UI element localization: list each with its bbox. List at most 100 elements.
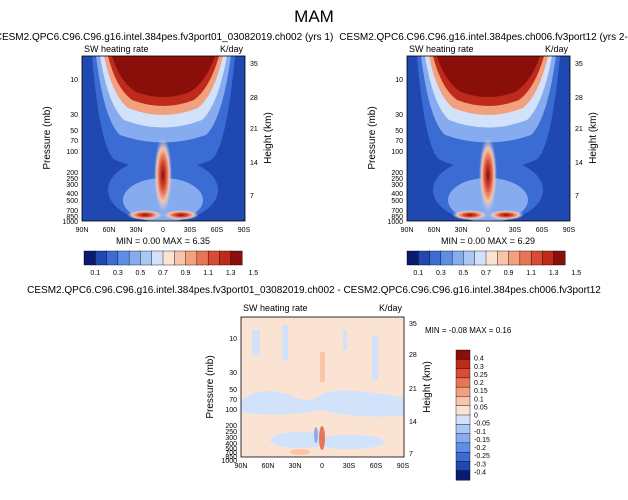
- panel-b-ytick: 50: [395, 128, 403, 135]
- panel-b: CESM2.QPC6.C96.C96.g16.intel.384pes.ch00…: [339, 32, 628, 246]
- panel-a-xtick: 90N: [76, 227, 89, 234]
- panel-b-colorbar-label: 1.1: [526, 270, 536, 277]
- panel-a-ytick: 50: [70, 128, 78, 135]
- panel-b-colorbar-swatch: [542, 250, 555, 266]
- panel-b-colorbar: 0.1 0.3 0.5 0.7 0.9 1.1 1.3 1.5: [406, 250, 581, 277]
- panel-c-colorbar-swatch: [455, 424, 471, 435]
- panel-b-colorbar-swatch: [485, 250, 498, 266]
- panel-c-htick: 35: [409, 321, 417, 328]
- panel-c-y-ticks: 10 30 50 70 100 200 250 300 400 500 700 …: [221, 336, 237, 465]
- panel-a-colorbar-swatch: [117, 250, 130, 266]
- panel-b-ytick: 100: [391, 149, 403, 156]
- panel-b-htick: 35: [575, 61, 583, 68]
- panel-a-htick: 21: [250, 126, 258, 133]
- panel-c-colorbar-label: 0.05: [474, 404, 488, 411]
- panel-c-colorbar-label: -0.1: [474, 429, 486, 436]
- panel-b-colorbar-swatch: [418, 250, 431, 266]
- panel-c-ylabel-right: Height (km): [422, 361, 433, 413]
- panel-b-ytick: 400: [391, 191, 403, 198]
- panel-b-xtick: 30N: [455, 227, 468, 234]
- panel-b-colorbar-label: 1.3: [549, 270, 559, 277]
- panel-c-colorbar-swatch: [455, 368, 471, 379]
- panel-c-colorbar-label: 0.3: [474, 364, 484, 371]
- panel-c-colorbar-label: 0.25: [474, 372, 488, 379]
- panel-a-htick: 14: [250, 160, 258, 167]
- panel-a-height-ticks: 35 28 21 14 7: [250, 61, 258, 200]
- panel-c-xtick: 90N: [235, 463, 248, 470]
- panel-b-colorbar-swatch: [429, 250, 442, 266]
- panel-c-colorbar-label: -0.3: [474, 461, 486, 468]
- panel-b-ytick: 30: [395, 112, 403, 119]
- panel-c-htick: 7: [409, 451, 413, 458]
- panel-c-ytick: 400: [225, 441, 237, 448]
- panel-a-colorbar-swatch: [128, 250, 141, 266]
- panel-b-height-ticks: 35 28 21 14 7: [575, 61, 583, 200]
- panel-c-height-ticks: 35 28 21 14 7: [409, 321, 417, 458]
- panel-c-ytick: 850: [225, 454, 237, 461]
- panel-c-left-label: SW heating rate: [243, 303, 308, 313]
- panel-a-colorbar-label: 1.3: [226, 270, 236, 277]
- panel-a-ytick: 10: [70, 77, 78, 84]
- panel-c-colorbar-swatch: [455, 349, 471, 360]
- panel-c-colorbar-label: 0.2: [474, 380, 484, 387]
- panel-c-ytick: 10: [229, 336, 237, 343]
- panel-a-ytick: 1000: [62, 219, 78, 226]
- panel-c-colorbar-label: -0.4: [474, 469, 486, 476]
- panel-b-colorbar-swatch: [440, 250, 453, 266]
- panel-b-colorbar-swatch: [463, 250, 476, 266]
- panel-c-colorbar-label: -0.2: [474, 445, 486, 452]
- panel-c-ytick: 50: [229, 387, 237, 394]
- panel-a-colorbar-swatch: [95, 250, 108, 266]
- panel-c-colorbar-swatch: [455, 414, 471, 425]
- panel-b-colorbar-label: 0.3: [436, 270, 446, 277]
- panel-b-x-ticks: 90N 60N 30N 0 30S 60S 90S: [401, 227, 576, 234]
- panel-c-colorbar-label: 0.1: [474, 396, 484, 403]
- panel-a-htick: 35: [250, 61, 258, 68]
- panel-c-stats: MIN = -0.08 MAX = 0.16: [425, 326, 512, 335]
- panel-c-colorbar: 0.40.30.250.20.150.10.050-0.05-0.1-0.15-…: [455, 349, 490, 481]
- panel-b-htick: 28: [575, 95, 583, 102]
- panel-a-colorbar-label: 0.3: [113, 270, 123, 277]
- panel-a-htick: 7: [250, 193, 254, 200]
- panel-b-y-ticks: 10 30 50 70 100 200 250 300 400 500 700 …: [387, 77, 403, 226]
- panel-c-xtick: 0: [320, 463, 324, 470]
- panel-b-ylabel-right: Height (km): [588, 112, 599, 164]
- panel-a-colorbar-swatch: [185, 250, 198, 266]
- panel-c-field: [241, 317, 404, 457]
- panel-a-title: CESM2.QPC6.C96.C96.g16.intel.384pes.fv3p…: [0, 32, 333, 43]
- panel-c-ytick: 250: [225, 429, 237, 436]
- panel-c-xtick: 60S: [370, 463, 383, 470]
- panel-b-colorbar-swatch: [406, 250, 419, 266]
- panel-a-ytick: 30: [70, 112, 78, 119]
- panel-a-ytick: 850: [66, 214, 78, 221]
- panel-a-ylabel: Pressure (mb): [42, 106, 53, 169]
- panel-b-stats: MIN = 0.00 MAX = 6.29: [441, 236, 535, 246]
- panel-c-colorbar-label: 0: [474, 413, 478, 420]
- panel-a-colorbar-swatch: [196, 250, 209, 266]
- panel-a-colorbar-swatch: [230, 250, 243, 266]
- panel-b-title: CESM2.QPC6.C96.C96.g16.intel.384pes.ch00…: [339, 32, 628, 43]
- panel-c-xtick: 30N: [289, 463, 302, 470]
- panel-b-colorbar-swatch: [497, 250, 510, 266]
- panel-c-colorbar-swatch: [455, 359, 471, 370]
- panel-b-ytick: 300: [391, 182, 403, 189]
- panel-c-colorbar-swatch: [455, 442, 471, 453]
- panel-b-colorbar-swatch: [519, 250, 532, 266]
- panel-c-colorbar-swatch: [455, 396, 471, 407]
- panel-c-ytick: 30: [229, 370, 237, 377]
- panel-a-ytick: 300: [66, 182, 78, 189]
- panel-a-xtick: 0: [161, 227, 165, 234]
- panel-c-ytick: 100: [225, 407, 237, 414]
- panel-a-xtick: 90S: [238, 227, 251, 234]
- panel-c-ylabel: Pressure (mb): [205, 355, 216, 418]
- panel-a-htick: 28: [250, 95, 258, 102]
- panel-c-ytick: 200: [225, 423, 237, 430]
- panel-a-colorbar-swatch: [162, 250, 175, 266]
- panel-c-colorbar-label: 0.15: [474, 388, 488, 395]
- panel-a-colorbar-swatch: [151, 250, 164, 266]
- panel-a-ytick: 250: [66, 176, 78, 183]
- panel-b-colorbar-label: 0.7: [481, 270, 491, 277]
- page-title: MAM: [294, 7, 334, 26]
- panel-a-colorbar-label: 0.5: [136, 270, 146, 277]
